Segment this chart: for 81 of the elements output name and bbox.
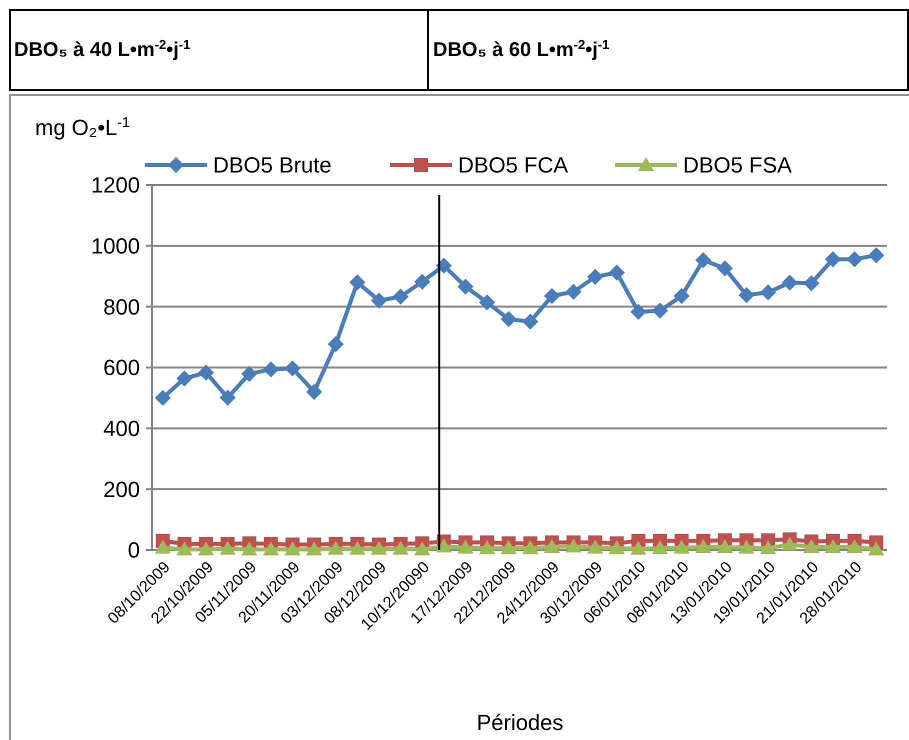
point bbox=[500, 540, 517, 554]
point bbox=[716, 260, 733, 276]
y-tick-label: 600 bbox=[103, 355, 140, 380]
y-tick-label: 1000 bbox=[91, 234, 140, 259]
point bbox=[392, 288, 409, 305]
text: DBO₅ à 40 L•m$^{-2}$•j$^{-1}$ bbox=[14, 36, 190, 61]
point bbox=[306, 541, 322, 556]
point bbox=[803, 275, 820, 292]
point bbox=[630, 540, 646, 555]
point bbox=[674, 288, 690, 304]
y-tick-label: 0 bbox=[128, 538, 140, 563]
point bbox=[782, 536, 798, 551]
point bbox=[522, 540, 538, 554]
point bbox=[198, 541, 214, 556]
point bbox=[154, 540, 171, 554]
point bbox=[544, 288, 560, 304]
point bbox=[824, 538, 841, 553]
point bbox=[608, 540, 625, 554]
point bbox=[782, 274, 798, 291]
point bbox=[695, 252, 712, 268]
y-axis-title: mg O₂•L$^{-1}$ bbox=[35, 115, 130, 140]
point bbox=[436, 538, 452, 552]
point bbox=[608, 264, 625, 281]
point bbox=[544, 538, 560, 553]
point bbox=[652, 540, 668, 554]
point bbox=[370, 292, 387, 309]
point bbox=[846, 251, 863, 268]
point bbox=[587, 268, 604, 285]
point bbox=[176, 370, 192, 386]
y-tick-label: 800 bbox=[103, 294, 140, 320]
x-axis-title: Périodes bbox=[476, 710, 564, 735]
point bbox=[760, 284, 776, 300]
point bbox=[198, 364, 214, 381]
point bbox=[328, 336, 344, 352]
point bbox=[868, 541, 884, 556]
point bbox=[674, 540, 690, 554]
legend-label: DBO5 Brute bbox=[213, 152, 332, 178]
point bbox=[846, 538, 863, 553]
point bbox=[479, 540, 496, 554]
point bbox=[457, 540, 474, 554]
legend-label: DBO5 FCA bbox=[458, 152, 568, 178]
point bbox=[220, 540, 236, 555]
point bbox=[738, 287, 754, 304]
point bbox=[868, 247, 884, 264]
legend-label: DBO5 FSA bbox=[683, 152, 792, 178]
point bbox=[803, 538, 820, 553]
point bbox=[241, 541, 258, 556]
point bbox=[154, 390, 171, 406]
point bbox=[306, 384, 322, 400]
point bbox=[587, 540, 604, 554]
point bbox=[241, 366, 258, 382]
point bbox=[220, 390, 236, 406]
point bbox=[284, 541, 301, 556]
point bbox=[349, 274, 366, 290]
point bbox=[349, 540, 366, 555]
point bbox=[414, 274, 430, 290]
text: DBO₅ à 60 L•m$^{-2}$•j$^{-1}$ bbox=[433, 36, 610, 61]
point bbox=[738, 540, 754, 554]
point bbox=[328, 540, 344, 555]
point bbox=[630, 304, 646, 320]
point bbox=[566, 284, 582, 300]
point bbox=[522, 314, 538, 330]
point bbox=[370, 540, 387, 555]
point bbox=[479, 294, 496, 310]
y-tick-label: 400 bbox=[103, 416, 140, 442]
y-tick-label: 200 bbox=[103, 476, 140, 502]
point bbox=[695, 538, 712, 553]
y-tick-label: 1200 bbox=[91, 172, 140, 198]
point bbox=[262, 541, 279, 556]
point bbox=[824, 251, 841, 268]
point bbox=[716, 538, 733, 553]
point bbox=[500, 311, 517, 328]
point bbox=[652, 302, 668, 319]
point bbox=[284, 360, 301, 376]
point bbox=[414, 541, 430, 556]
point bbox=[262, 361, 279, 378]
point bbox=[457, 278, 474, 295]
point bbox=[760, 540, 776, 554]
point bbox=[392, 540, 409, 555]
point bbox=[566, 538, 582, 552]
point bbox=[176, 541, 192, 556]
